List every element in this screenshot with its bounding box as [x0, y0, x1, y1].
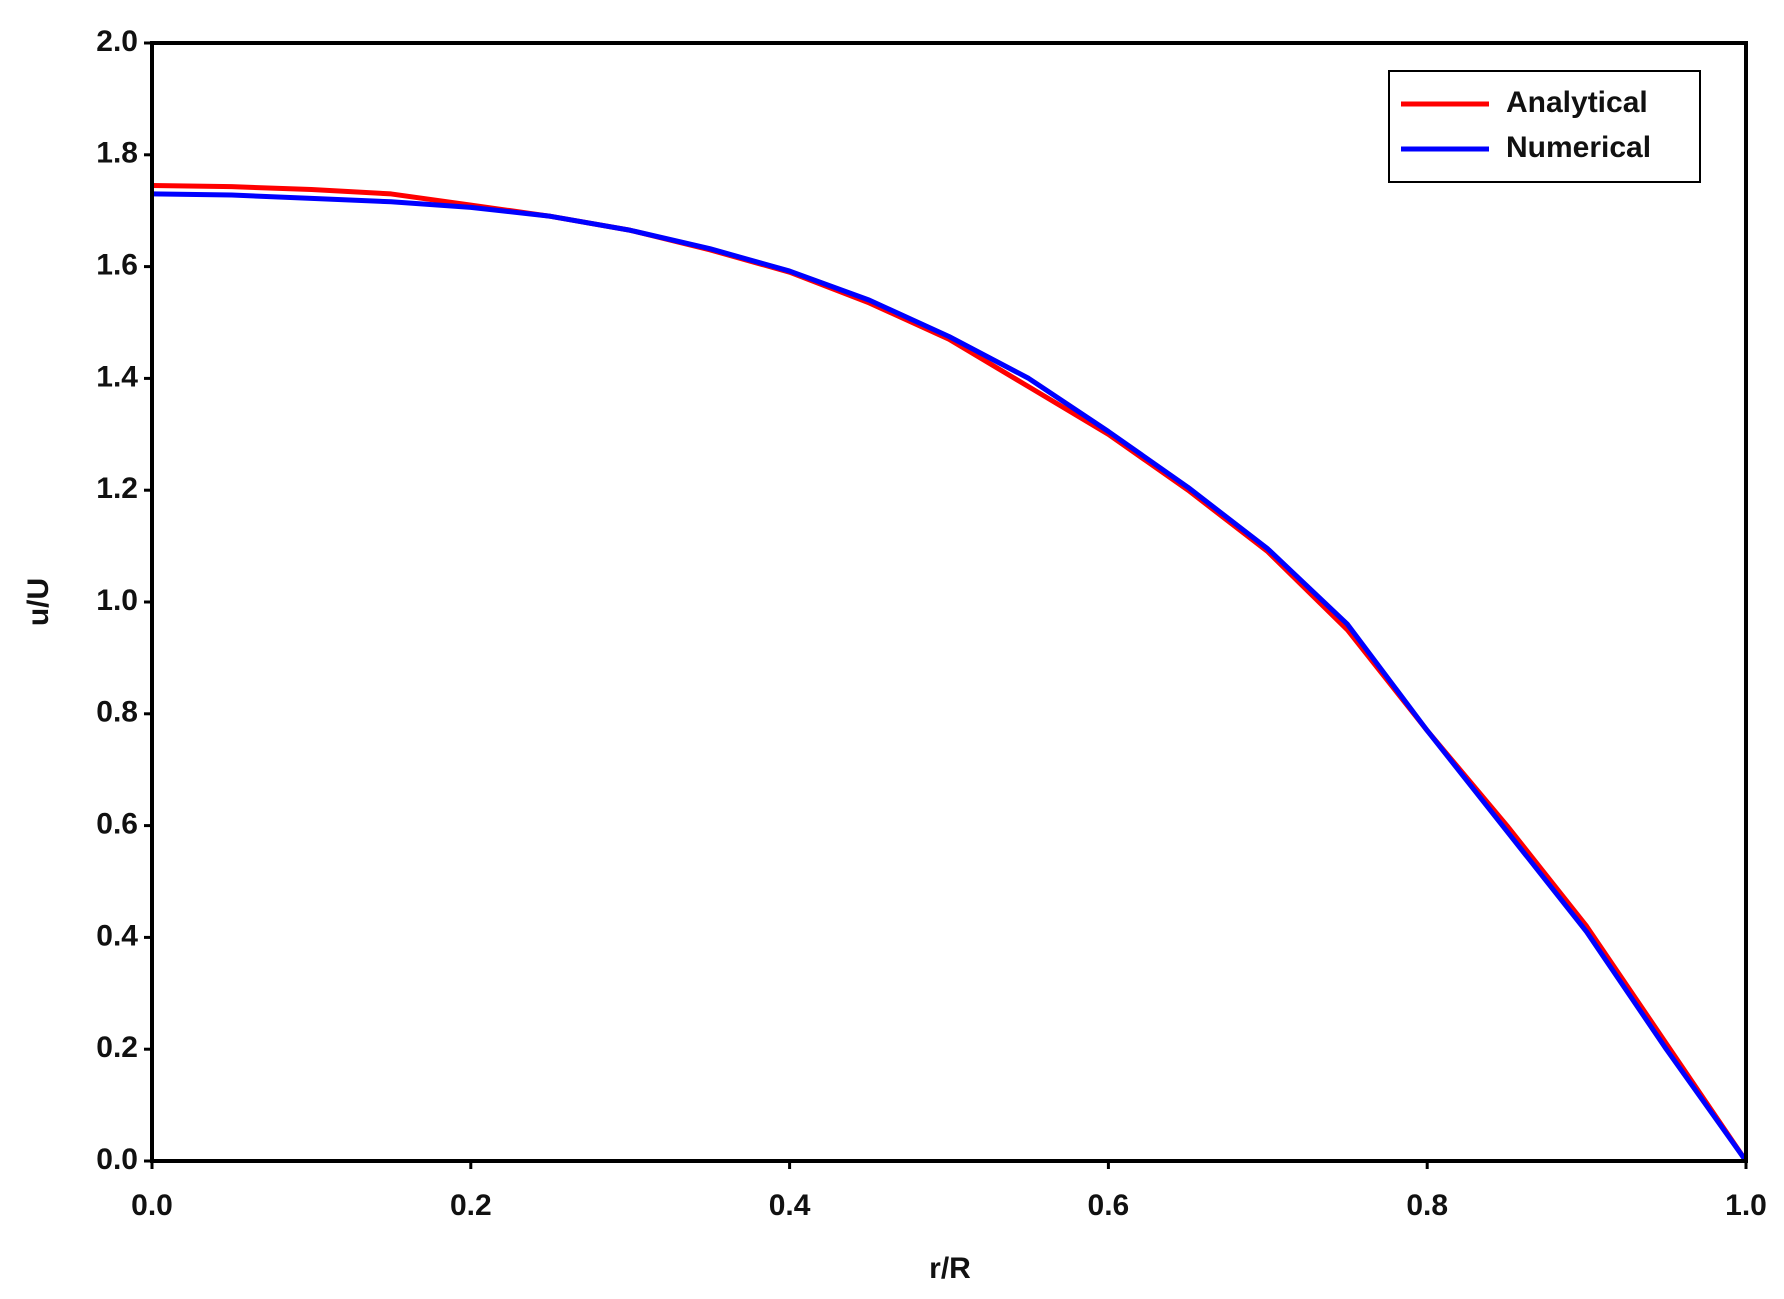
y-axis-label: u/U: [22, 578, 55, 626]
y-tick-label: 1.2: [96, 472, 138, 505]
x-tick-label: 0.2: [450, 1189, 492, 1222]
plot-frame: [150, 41, 1748, 1163]
x-axis-label: r/R: [929, 1252, 971, 1285]
x-tick-label: 0.4: [769, 1189, 811, 1222]
y-tick-label: 1.8: [96, 137, 138, 170]
y-tick-label: 1.0: [96, 584, 138, 617]
x-tick-label: 0.8: [1406, 1189, 1448, 1222]
x-tick-label: 0.0: [131, 1189, 173, 1222]
y-tick-label: 0.2: [96, 1031, 138, 1064]
legend-label: Numerical: [1506, 131, 1651, 164]
legend-label: Analytical: [1506, 86, 1648, 119]
y-tick-label: 0.8: [96, 696, 138, 729]
y-tick-label: 1.6: [96, 249, 138, 282]
legend-box: [1388, 70, 1701, 183]
y-tick-label: 0.6: [96, 808, 138, 841]
y-tick-label: 1.4: [96, 360, 138, 393]
data-line: [151, 191, 1749, 1163]
y-tick-label: 0.4: [96, 919, 138, 952]
x-tick-label: 1.0: [1725, 1189, 1767, 1222]
data-line: [151, 183, 1749, 1163]
x-tick-label: 0.6: [1088, 1189, 1130, 1222]
y-tick-label: 2.0: [96, 25, 138, 58]
y-tick-label: 0.0: [96, 1143, 138, 1176]
